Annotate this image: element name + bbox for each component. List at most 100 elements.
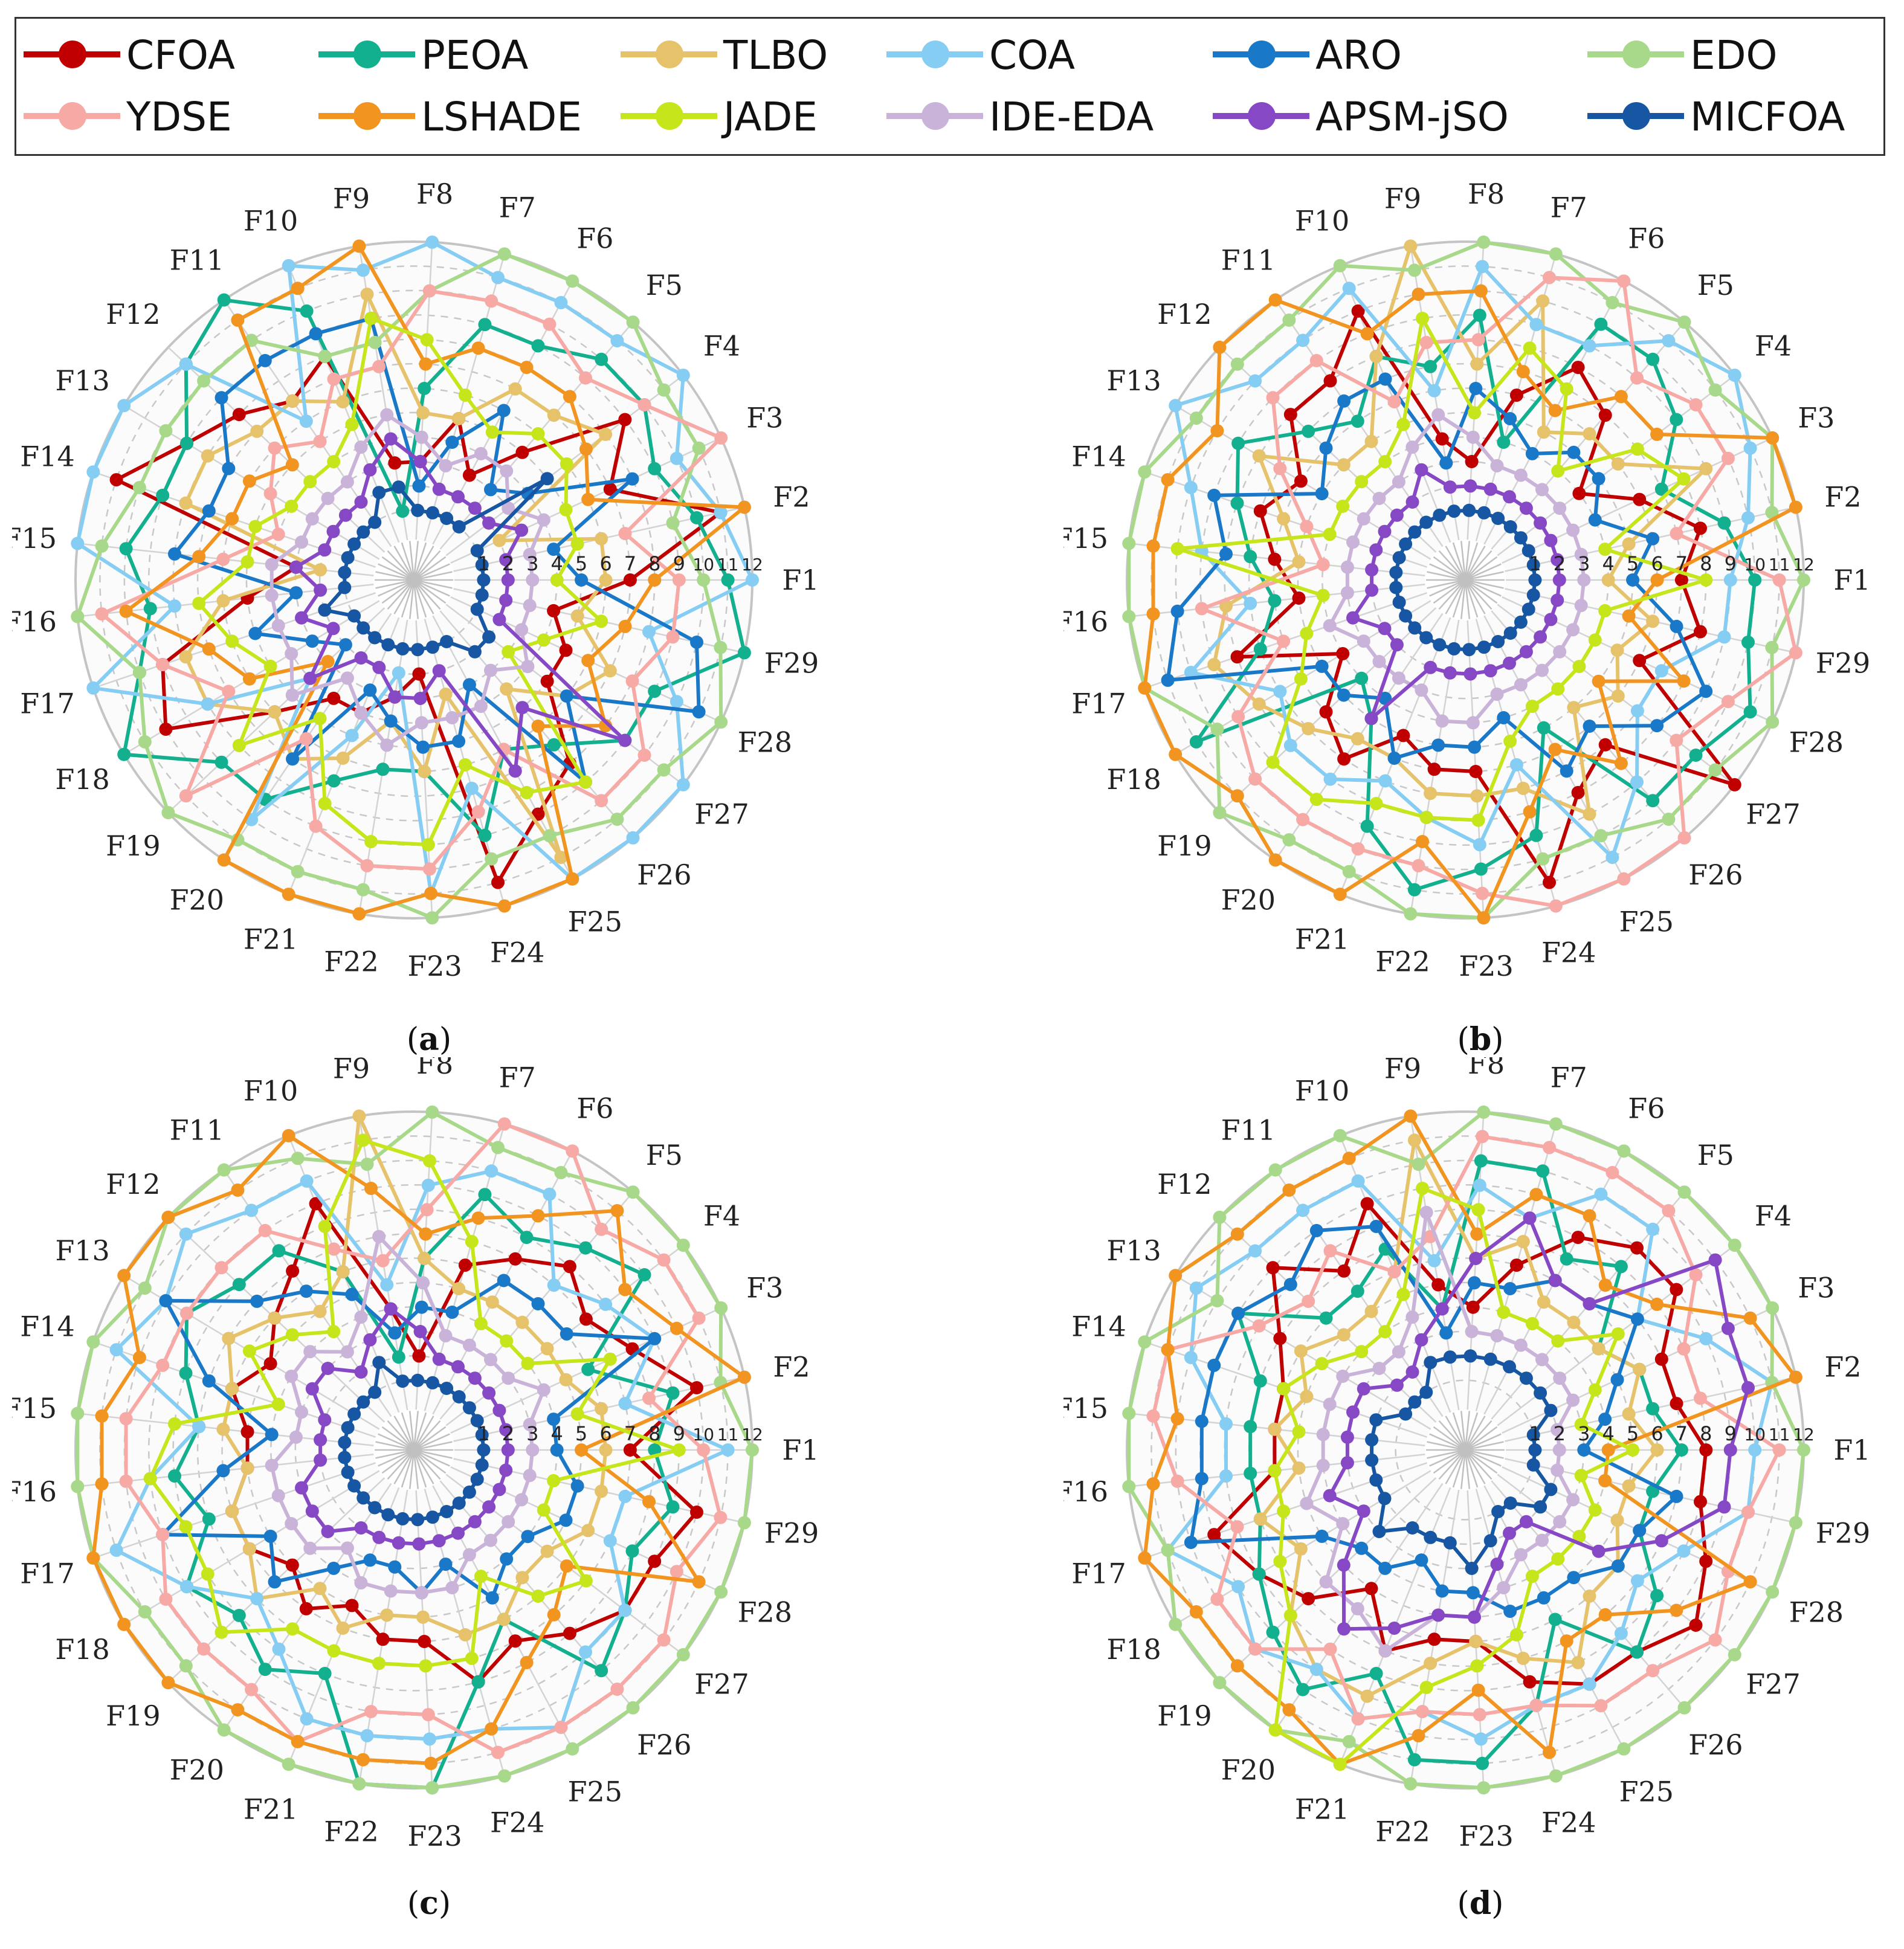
radar-hub-spoke	[1464, 1449, 1486, 1484]
data-point	[1195, 1472, 1209, 1486]
data-point	[648, 462, 662, 475]
data-point	[670, 451, 683, 465]
data-point	[1514, 1548, 1528, 1562]
axis-label: F11	[1221, 1113, 1276, 1146]
legend-label: TLBO	[723, 31, 828, 79]
data-point	[1476, 1756, 1489, 1770]
data-point	[347, 537, 361, 551]
data-point	[1477, 235, 1491, 249]
data-point	[86, 1551, 100, 1565]
radar-hub-spoke	[1465, 1449, 1502, 1467]
data-point	[1161, 1343, 1175, 1357]
data-point	[1392, 671, 1405, 685]
data-point	[462, 1485, 476, 1499]
ring-label: 4	[1602, 552, 1615, 575]
data-point	[368, 631, 382, 645]
data-point	[575, 573, 589, 587]
data-point	[468, 1515, 482, 1529]
data-point	[492, 1483, 506, 1496]
data-point	[579, 371, 592, 385]
radar-hub-spoke	[1427, 579, 1466, 589]
data-point	[285, 1517, 299, 1530]
data-point	[1670, 1283, 1683, 1297]
data-point	[1490, 1558, 1504, 1571]
data-point	[482, 1386, 496, 1400]
radar-hub-spoke	[1464, 579, 1479, 618]
axis-label: F23	[407, 1820, 462, 1852]
legend-label: APSM-jSO	[1315, 93, 1509, 140]
data-point	[1476, 886, 1489, 900]
axis-label: F28	[738, 1596, 792, 1629]
axis-label: F15	[12, 1392, 57, 1425]
data-point	[1230, 650, 1244, 664]
radar-hub-spoke	[387, 579, 415, 610]
radar-hub-spoke	[1465, 563, 1502, 581]
data-point	[470, 1414, 484, 1428]
data-point	[420, 333, 434, 347]
data-point	[618, 1283, 632, 1297]
data-point	[484, 483, 497, 497]
data-point	[1633, 1524, 1647, 1538]
data-point	[1315, 1529, 1329, 1543]
data-point	[138, 1281, 152, 1295]
data-point	[1553, 1515, 1567, 1529]
data-point	[1476, 1130, 1489, 1144]
data-point	[1342, 865, 1356, 878]
data-point	[1210, 723, 1224, 736]
data-point	[1268, 1163, 1282, 1177]
radar-hub-spoke	[1464, 1412, 1479, 1451]
data-point	[1396, 729, 1410, 743]
data-point	[1337, 752, 1351, 766]
data-point	[413, 455, 427, 468]
data-point	[559, 643, 573, 657]
data-point	[1447, 642, 1461, 656]
data-point	[595, 1484, 608, 1498]
data-point	[425, 1376, 439, 1390]
data-point	[1294, 672, 1308, 686]
data-point	[1516, 1651, 1530, 1665]
data-point	[485, 1591, 499, 1605]
data-point	[336, 1265, 350, 1278]
data-point	[268, 1311, 282, 1325]
axis-label: F26	[637, 859, 691, 891]
data-point	[721, 573, 735, 587]
data-point	[458, 758, 472, 772]
data-point	[452, 1282, 466, 1295]
data-point	[1708, 1253, 1722, 1267]
data-point	[1435, 432, 1449, 446]
series-tlbo	[216, 1109, 613, 1641]
data-point	[1543, 1745, 1556, 1759]
data-point	[1323, 772, 1337, 786]
data-point	[560, 1559, 573, 1573]
data-point	[445, 436, 459, 449]
data-point	[340, 671, 354, 685]
data-point	[1553, 501, 1567, 515]
data-point	[499, 1423, 513, 1437]
data-point	[326, 524, 340, 538]
data-point	[1677, 1342, 1691, 1356]
data-point	[1560, 1634, 1573, 1648]
data-point	[1646, 1402, 1660, 1416]
radar-hub-spoke	[387, 1449, 415, 1480]
data-point	[1466, 1586, 1480, 1600]
legend-swatch	[1213, 25, 1309, 85]
data-point	[1405, 1521, 1419, 1535]
data-point	[1351, 414, 1364, 428]
data-point	[1210, 1593, 1224, 1606]
data-point	[1622, 609, 1636, 623]
series-line	[1127, 1110, 1806, 1790]
data-point	[380, 738, 394, 752]
data-point	[1574, 1469, 1588, 1483]
data-point	[1529, 828, 1543, 842]
data-point	[1207, 658, 1221, 672]
radar-hub-spoke	[381, 1426, 415, 1451]
data-point	[1315, 487, 1329, 501]
data-point	[412, 1349, 426, 1363]
data-point	[372, 486, 386, 500]
data-point	[566, 1144, 579, 1158]
axis-label: F5	[1697, 1139, 1734, 1171]
data-point	[497, 247, 511, 261]
data-point	[676, 778, 690, 791]
data-point	[670, 1321, 683, 1335]
radar-hub-spoke	[1465, 579, 1493, 610]
